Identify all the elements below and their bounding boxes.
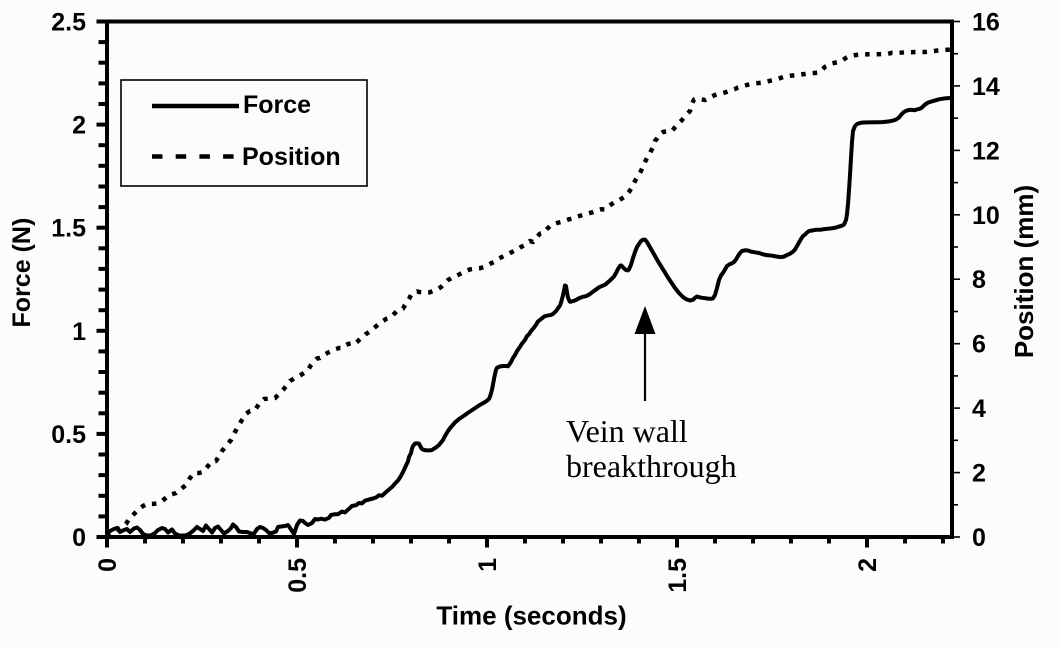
svg-text:4: 4 bbox=[972, 395, 986, 423]
svg-text:0: 0 bbox=[72, 524, 86, 552]
svg-text:10: 10 bbox=[972, 202, 1000, 230]
svg-text:2: 2 bbox=[72, 112, 86, 140]
svg-text:2: 2 bbox=[972, 460, 986, 488]
svg-text:8: 8 bbox=[972, 266, 986, 294]
svg-text:Force (N): Force (N) bbox=[8, 218, 36, 328]
svg-text:1.5: 1.5 bbox=[664, 558, 692, 593]
svg-text:0.5: 0.5 bbox=[284, 558, 312, 593]
svg-text:Force: Force bbox=[243, 91, 311, 119]
svg-text:6: 6 bbox=[972, 331, 986, 359]
svg-text:0: 0 bbox=[972, 524, 986, 552]
svg-text:Vein wall: Vein wall bbox=[566, 413, 688, 449]
svg-text:16: 16 bbox=[972, 9, 1000, 37]
svg-text:1.5: 1.5 bbox=[51, 215, 86, 243]
svg-text:Position: Position bbox=[242, 143, 341, 171]
svg-text:breakthrough: breakthrough bbox=[566, 448, 737, 484]
svg-text:Position (mm): Position (mm) bbox=[1009, 185, 1039, 358]
svg-text:Time (seconds): Time (seconds) bbox=[436, 601, 626, 631]
svg-text:14: 14 bbox=[972, 73, 1000, 101]
svg-text:1: 1 bbox=[474, 558, 502, 572]
svg-text:1: 1 bbox=[72, 318, 86, 346]
svg-text:0.5: 0.5 bbox=[51, 421, 86, 449]
svg-text:12: 12 bbox=[972, 137, 1000, 165]
svg-text:2: 2 bbox=[854, 558, 882, 572]
svg-text:2.5: 2.5 bbox=[51, 9, 86, 37]
svg-text:0: 0 bbox=[94, 558, 122, 572]
